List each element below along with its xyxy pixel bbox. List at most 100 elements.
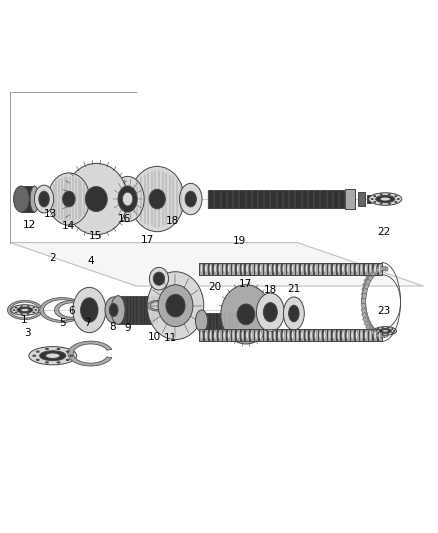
Ellipse shape [81,298,98,322]
Ellipse shape [380,203,382,204]
Ellipse shape [328,330,331,340]
Bar [346,329,350,341]
Bar [300,329,304,341]
Bar [373,263,377,275]
Ellipse shape [57,349,60,350]
Ellipse shape [264,330,267,340]
Text: 14: 14 [62,221,75,231]
Ellipse shape [180,183,202,215]
Bar [350,329,354,341]
Ellipse shape [111,296,125,325]
Ellipse shape [153,272,165,285]
Ellipse shape [46,362,49,363]
Ellipse shape [337,330,340,340]
Ellipse shape [227,264,230,273]
Ellipse shape [256,293,284,332]
Ellipse shape [374,196,376,197]
Bar [318,329,322,341]
Ellipse shape [351,330,353,340]
Ellipse shape [376,196,395,203]
Text: 16: 16 [118,214,131,224]
Text: 17: 17 [238,279,252,289]
Ellipse shape [57,362,60,363]
Bar [199,263,203,275]
Ellipse shape [278,330,280,340]
Bar [373,266,386,272]
Ellipse shape [360,264,363,273]
Ellipse shape [319,330,321,340]
Ellipse shape [364,330,367,340]
Text: 15: 15 [88,231,102,241]
Bar [341,329,345,341]
Ellipse shape [214,264,216,273]
Ellipse shape [278,264,280,273]
Ellipse shape [374,201,376,203]
Ellipse shape [283,297,304,330]
Ellipse shape [21,309,29,312]
Bar [236,263,240,275]
Ellipse shape [166,294,185,317]
Bar [346,263,350,275]
Ellipse shape [223,330,226,340]
Ellipse shape [118,186,137,212]
Bar [304,329,308,341]
Polygon shape [148,301,167,311]
Ellipse shape [378,264,381,273]
Ellipse shape [28,313,29,314]
Bar [363,317,373,329]
Ellipse shape [379,329,391,333]
Bar [208,329,212,341]
Ellipse shape [300,264,303,273]
Bar [364,321,375,332]
Ellipse shape [374,327,396,335]
Bar [213,263,217,275]
Text: 17: 17 [141,236,154,245]
Bar [227,329,231,341]
Ellipse shape [246,330,248,340]
Ellipse shape [380,194,382,195]
Bar [378,263,381,275]
Bar [118,296,157,324]
Ellipse shape [17,307,33,313]
Bar [21,186,35,212]
Ellipse shape [21,313,22,314]
Ellipse shape [246,264,248,273]
Ellipse shape [259,264,262,273]
Ellipse shape [237,264,239,273]
Bar [263,263,267,275]
Bar [327,329,331,341]
Bar [277,329,281,341]
Text: 19: 19 [233,236,247,246]
Bar [286,263,290,275]
Text: 23: 23 [377,306,390,316]
Bar [208,190,345,208]
Bar [208,263,212,275]
Bar [245,263,249,275]
Bar [355,263,359,275]
Bar [300,263,304,275]
Ellipse shape [283,264,285,273]
Ellipse shape [11,305,39,316]
Ellipse shape [382,327,383,328]
Bar [361,298,366,311]
Ellipse shape [158,285,193,327]
Ellipse shape [324,264,326,273]
Ellipse shape [305,330,308,340]
Ellipse shape [237,304,255,325]
Ellipse shape [364,264,367,273]
Bar [323,263,327,275]
Bar [361,308,369,320]
Ellipse shape [65,163,127,235]
Ellipse shape [185,191,196,207]
Bar [341,263,345,275]
Ellipse shape [273,264,276,273]
Ellipse shape [376,330,377,331]
Bar [314,329,318,341]
Ellipse shape [232,330,235,340]
Ellipse shape [264,264,267,273]
Polygon shape [54,301,89,320]
Bar [304,263,308,275]
Ellipse shape [48,173,90,225]
Ellipse shape [36,359,39,360]
Bar [254,329,258,341]
